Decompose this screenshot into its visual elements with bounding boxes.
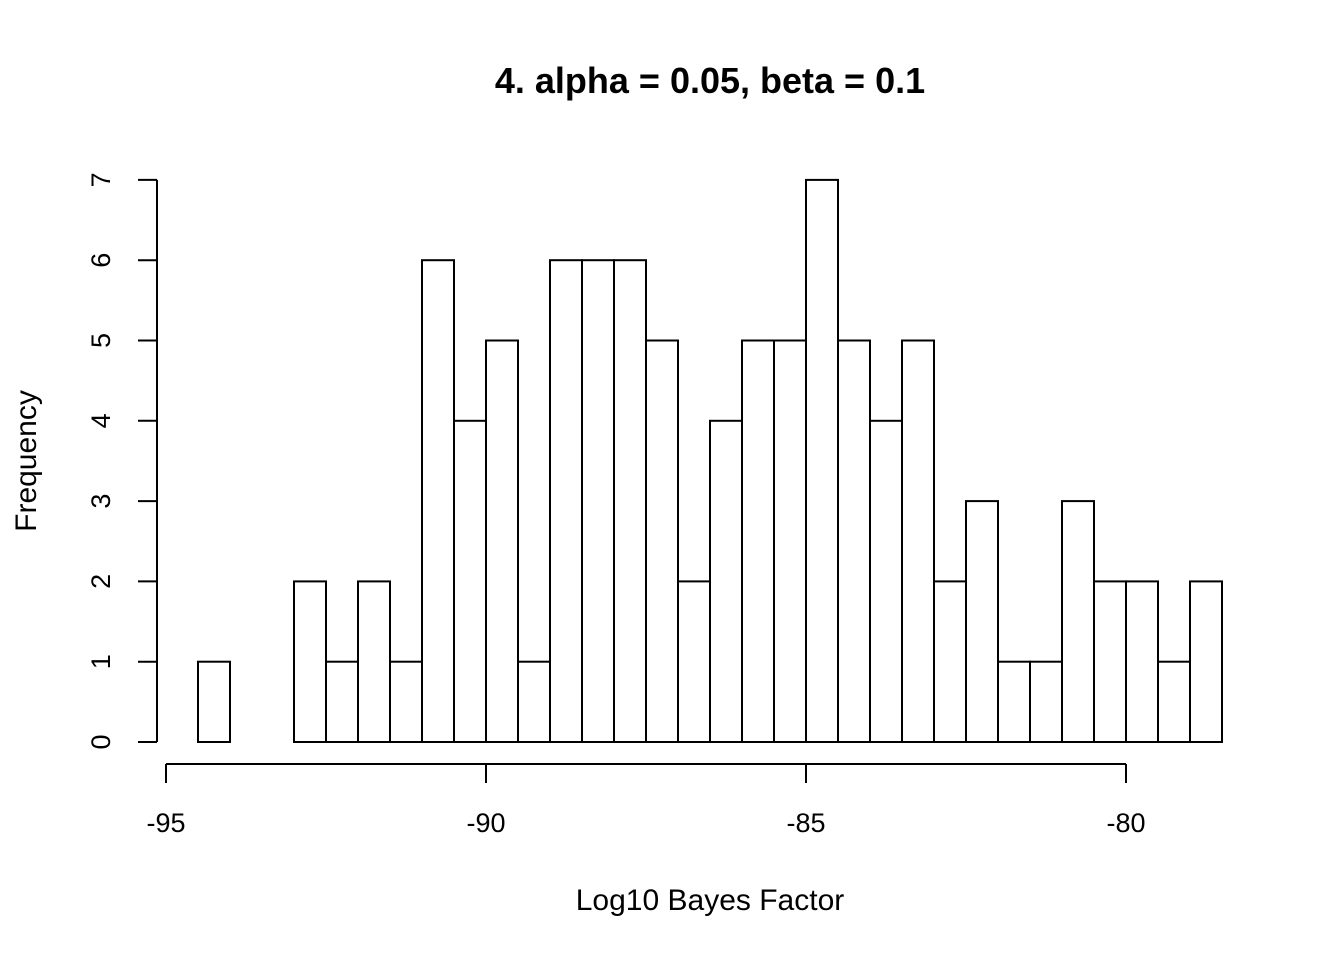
histogram-bar [741,339,775,743]
histogram-bar [293,580,327,744]
histogram-bar [197,660,231,744]
histogram-bar [709,419,743,743]
x-axis: -95 -90 -85 -80 [146,763,1146,838]
histogram-bar [773,339,807,743]
histogram-bar [805,178,839,743]
y-tick-label: 3 [86,494,116,509]
histogram-bar [1189,580,1223,744]
y-tick-label: 2 [86,574,116,589]
histogram-bar [901,339,935,743]
histogram-bar [677,580,711,744]
histogram-bar [1029,660,1063,744]
histogram-bar [485,339,519,743]
y-axis: 0 1 2 3 4 5 6 7 [86,172,158,750]
histogram-bar [1125,580,1159,744]
histogram-bar [933,580,967,744]
x-axis-label: Log10 Bayes Factor [576,884,845,917]
histogram-bar [325,660,359,744]
histogram-bar [1061,500,1095,743]
histogram-bar [549,259,583,743]
histogram-bar [421,259,455,743]
histogram-bar [1157,660,1191,744]
histogram-bar [645,339,679,743]
histogram-bar [581,259,615,743]
x-tick-label: -85 [786,808,825,838]
y-tick-label: 1 [86,654,116,669]
histogram-bar [613,259,647,743]
y-tick-label: 5 [86,333,116,348]
histogram-bar [965,500,999,743]
y-tick-label: 7 [86,172,116,187]
x-tick-label: -80 [1106,808,1145,838]
y-axis-label: Frequency [10,390,43,532]
x-tick-label: -90 [466,808,505,838]
x-tick-label: -95 [146,808,185,838]
bars-group [197,178,1223,744]
y-tick-label: 6 [86,253,116,268]
histogram-bar [453,419,487,743]
histogram-bar [357,580,391,744]
chart-title: 4. alpha = 0.05, beta = 0.1 [495,60,925,101]
y-tick-label: 0 [86,734,116,749]
histogram-bar [869,419,903,743]
histogram-bar [997,660,1031,744]
histogram-bar [1093,580,1127,744]
histogram-bar [389,660,423,744]
histogram-bar [517,660,551,744]
histogram-bar [837,339,871,743]
y-tick-label: 4 [86,413,116,428]
